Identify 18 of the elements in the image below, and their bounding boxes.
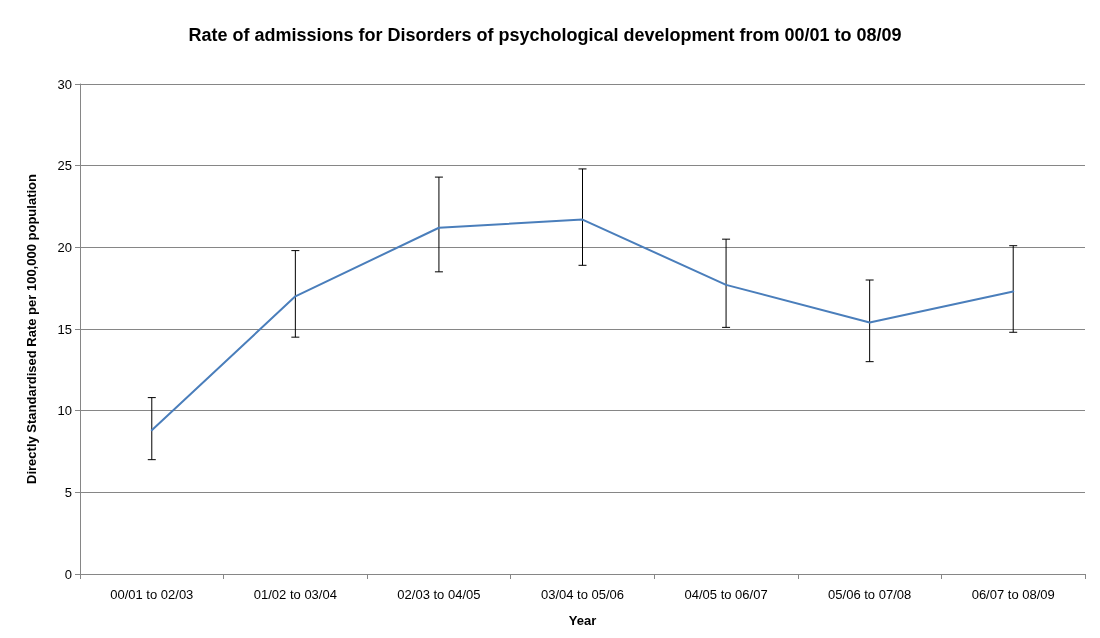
y-tick-label: 25 (57, 158, 72, 174)
x-tick-label: 02/03 to 04/05 (397, 587, 481, 602)
x-axis-title: Year (568, 613, 597, 628)
y-axis-title: Directly Standardised Rate per 100,000 population (24, 173, 39, 484)
line-series (150, 218, 1015, 432)
x-tick-label: 05/06 to 07/08 (828, 587, 912, 602)
y-tick-label: 20 (57, 239, 72, 255)
x-tick-label: 00/01 to 02/03 (110, 587, 194, 602)
y-tick-label: 0 (64, 566, 72, 582)
x-tick-label: 03/04 to 05/06 (540, 587, 625, 602)
chart-title: Rate of admissions for Disorders of psychological development from 00/01 to 08/09 (188, 25, 902, 45)
x-tick-label: 06/07 to 08/09 (971, 587, 1055, 602)
y-tick-label: 15 (57, 321, 72, 337)
x-tick-label: 01/02 to 03/04 (253, 587, 337, 602)
y-tick-label: 10 (57, 403, 72, 419)
x-tick-label: 04/05 to 06/07 (684, 587, 768, 602)
y-tick-label: 5 (64, 484, 72, 500)
y-tick-label: 30 (57, 76, 72, 92)
